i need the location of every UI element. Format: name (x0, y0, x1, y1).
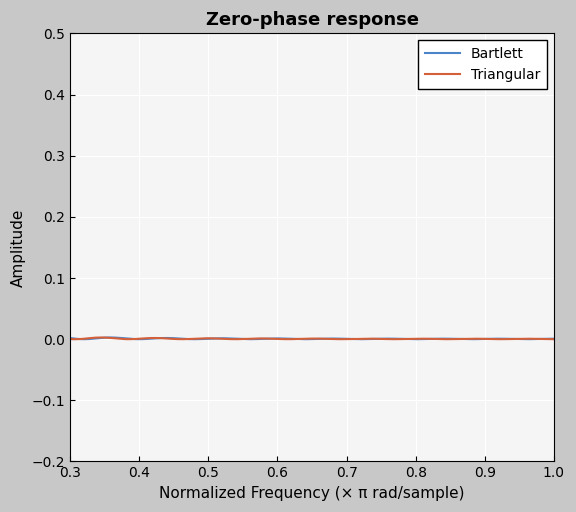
Triangular (97, 334, 104, 340)
Bartlett (523, 336, 530, 342)
Y-axis label: Amplitude: Amplitude (11, 208, 26, 287)
Bartlett (551, 336, 558, 342)
Triangular (290, 336, 297, 342)
Triangular (321, 336, 328, 342)
Triangular (460, 336, 467, 342)
Bartlett (107, 334, 114, 340)
Triangular (551, 336, 558, 342)
Bartlett (290, 336, 297, 342)
Legend: Bartlett, Triangular: Bartlett, Triangular (418, 40, 547, 89)
X-axis label: Normalized Frequency (× π rad/sample): Normalized Frequency (× π rad/sample) (160, 486, 465, 501)
Line: Bartlett: Bartlett (70, 337, 554, 339)
Bartlett (184, 336, 191, 342)
Bartlett (67, 335, 74, 341)
Triangular (67, 336, 74, 342)
Bartlett (544, 336, 551, 342)
Triangular (234, 336, 241, 342)
Bartlett (234, 336, 241, 342)
Bartlett (321, 335, 328, 342)
Bartlett (460, 336, 467, 342)
Line: Triangular: Triangular (70, 337, 554, 339)
Title: Zero-phase response: Zero-phase response (206, 11, 419, 29)
Triangular (544, 336, 551, 342)
Triangular (184, 336, 191, 342)
